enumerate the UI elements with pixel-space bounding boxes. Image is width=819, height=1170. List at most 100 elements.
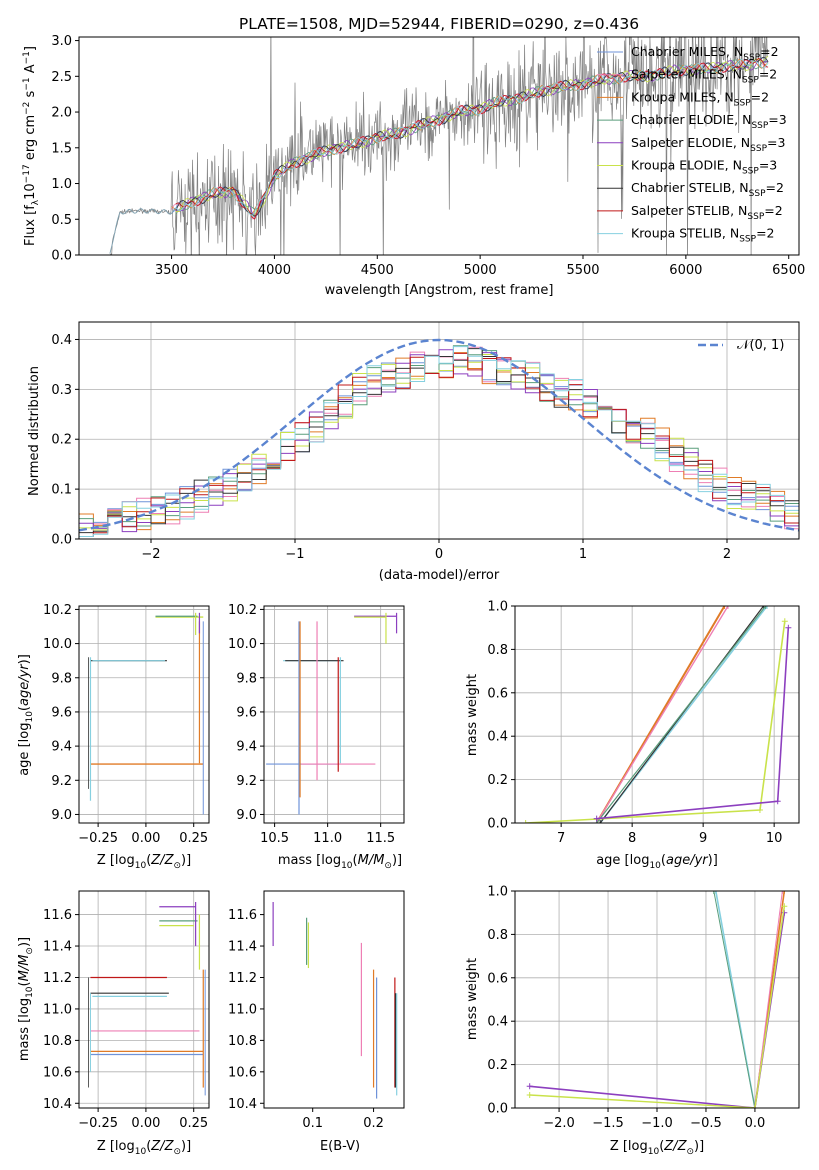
x-axis-label: (data-model)/error <box>379 568 500 583</box>
legend-label: Chabrier ELODIE, NSSP=3 <box>631 112 787 131</box>
y-tick-label: 1.0 <box>487 885 508 900</box>
x-tick-label: −1.5 <box>592 1116 624 1131</box>
x-axis-label: E(B-V) <box>320 1139 360 1154</box>
axes-frame <box>78 36 800 256</box>
normal-curve <box>79 338 799 532</box>
x-tick-label: 8 <box>628 831 636 846</box>
axes-frame <box>78 890 210 1109</box>
y-axis-label: mass [log10(M/M⊙)] <box>17 937 35 1061</box>
y-tick-label: 0.2 <box>487 773 508 788</box>
y-tick-label: 9.0 <box>51 808 72 823</box>
y-tick-label: 11.6 <box>43 908 72 923</box>
age-mass-axes: 10.5 11.0 11.5 9.0 9.2 9.4 9.6 9.8 10.0 10.2 mass … <box>228 603 405 871</box>
axes-frame <box>514 605 800 824</box>
y-tick-label: 0.6 <box>487 971 508 986</box>
y-tick-label: 2.5 <box>51 70 72 85</box>
axes-frame <box>263 890 405 1109</box>
plot-area <box>264 606 404 823</box>
x-tick-label: 11.0 <box>313 831 342 846</box>
x-tick-label: −0.5 <box>690 1116 722 1131</box>
axes-frame <box>263 605 405 824</box>
model-spectrum <box>175 58 769 220</box>
y-tick-label: 0.4 <box>51 333 72 348</box>
weight-age-axes: 7 8 9 10 0.0 0.2 0.4 0.6 0.8 1.0 age [log10(age/yr… <box>465 600 800 871</box>
weight-marker <box>781 903 788 910</box>
residual-axes: −2 −1 0 1 2 0.0 0.1 0.2 0.3 0.4 𝒩(0, 1) (data-model… <box>27 321 800 583</box>
x-tick-label: −2.0 <box>543 1116 575 1131</box>
plot-area <box>515 606 799 823</box>
legend-label: 𝒩(0, 1) <box>737 338 784 353</box>
histogram-series <box>79 346 799 537</box>
y-tick-label: 0.8 <box>487 643 508 658</box>
weight-line <box>713 891 756 1108</box>
y-tick-label: 11.0 <box>43 1002 72 1017</box>
y-tick-label: 9.0 <box>236 808 257 823</box>
y-tick-label: 1.5 <box>51 141 72 156</box>
y-axis-label: Flux [fλ10−17 erg cm−2 s−1 A−1] <box>22 46 41 246</box>
x-tick-label: 0.0 <box>745 1116 766 1131</box>
x-tick-label: 10 <box>766 831 783 846</box>
plot-area <box>79 606 209 823</box>
weight-marker <box>712 891 719 894</box>
y-tick-label: 10.4 <box>43 1097 72 1112</box>
x-tick-label: 0.25 <box>179 831 208 846</box>
x-tick-label: −0.25 <box>78 1116 118 1131</box>
y-tick-label: 1.0 <box>51 177 72 192</box>
x-tick-label: 11.5 <box>366 831 395 846</box>
figure-title: PLATE=1508, MJD=52944, FIBERID=0290, z=0… <box>239 15 639 33</box>
x-axis-label: wavelength [Angstrom, rest frame] <box>325 283 554 298</box>
x-tick-label: 4500 <box>361 263 394 278</box>
y-tick-label: 9.8 <box>51 671 72 686</box>
y-axis-label: mass weight <box>465 958 480 1040</box>
y-tick-label: 0.4 <box>487 1015 508 1030</box>
weight-z-axes: −2.0 −1.5 −1.0 −0.5 0.0 0.0 0.2 0.4 0.6 0.8 1.0 Z [… <box>465 885 800 1157</box>
y-tick-label: 0.0 <box>487 1102 508 1117</box>
x-tick-label: 7 <box>557 831 565 846</box>
y-tick-label: 11.2 <box>43 971 72 986</box>
legend-label: Chabrier STELIB, NSSP=2 <box>631 180 784 199</box>
y-tick-label: 10.0 <box>43 637 72 652</box>
y-tick-label: 0.4 <box>487 730 508 745</box>
x-axis-label: Z [log10(Z/Z⊙)] <box>97 1139 191 1157</box>
weight-marker <box>710 891 717 894</box>
y-tick-label: 0.1 <box>51 483 72 498</box>
x-axis-label: mass [log10(M/M⊙)] <box>278 853 402 871</box>
weight-marker <box>781 618 788 625</box>
y-tick-label: 9.6 <box>236 705 257 720</box>
x-axis-label: Z [log10(Z/Z⊙)] <box>97 853 191 871</box>
legend-label: Kroupa MILES, NSSP=2 <box>631 89 769 108</box>
x-tick-label: 0.00 <box>131 831 160 846</box>
x-tick-label: 3500 <box>155 263 188 278</box>
x-tick-label: 5000 <box>464 263 497 278</box>
y-tick-label: 0.5 <box>51 213 72 228</box>
spectrum-axes: 3500 4000 4500 5000 5500 6000 6500 0.0 0.5 1.0 1.5… <box>22 34 805 298</box>
y-tick-label: 11.6 <box>228 908 257 923</box>
legend-label: Salpeter STELIB, NSSP=2 <box>631 203 783 222</box>
x-tick-label: 0.2 <box>363 1116 384 1131</box>
y-tick-label: 0.0 <box>487 817 508 832</box>
y-tick-label: 0.2 <box>51 433 72 448</box>
x-tick-label: 0.1 <box>302 1116 323 1131</box>
mass-ebv-axes: 0.1 0.2 10.4 10.6 10.8 11.0 11.2 11.4 11.6 E(B-V) <box>228 890 405 1154</box>
y-tick-label: 0.8 <box>487 928 508 943</box>
y-tick-label: 1.0 <box>487 600 508 615</box>
y-tick-label: 11.0 <box>228 1002 257 1017</box>
y-tick-label: 10.4 <box>228 1097 257 1112</box>
weight-marker <box>526 1091 533 1098</box>
weight-marker <box>781 891 788 894</box>
weight-marker <box>785 624 792 631</box>
x-tick-label: 6500 <box>772 263 805 278</box>
legend-label: Chabrier MILES, NSSP=2 <box>631 44 779 63</box>
plot-area <box>109 37 769 255</box>
x-tick-label: −2 <box>141 547 160 562</box>
legend-label: Kroupa ELODIE, NSSP=3 <box>631 158 777 177</box>
y-axis-label: mass weight <box>465 674 480 756</box>
y-tick-label: 0.2 <box>487 1058 508 1073</box>
x-tick-label: 0.25 <box>179 1116 208 1131</box>
x-tick-label: 5500 <box>566 263 599 278</box>
legend-label: Salpeter MILES, NSSP=2 <box>631 67 777 86</box>
weight-marker <box>597 820 604 823</box>
y-tick-label: 2.0 <box>51 106 72 121</box>
x-tick-label: 10.5 <box>260 831 289 846</box>
